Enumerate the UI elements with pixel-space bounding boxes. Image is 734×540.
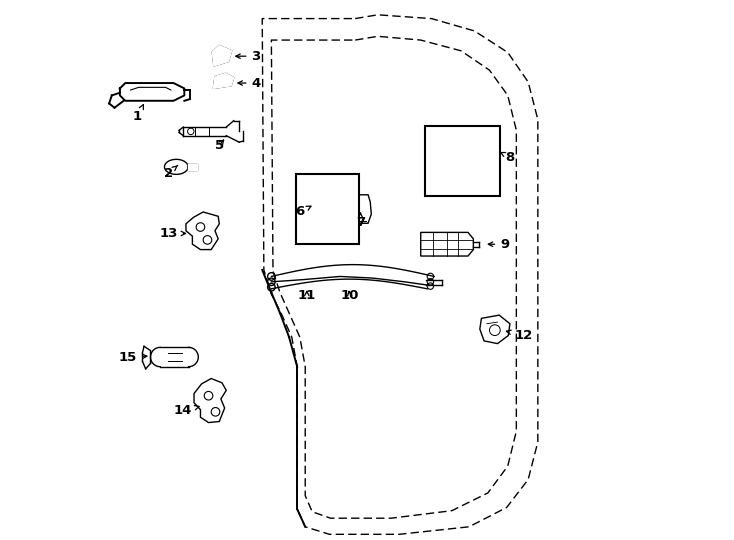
Text: 1: 1 bbox=[133, 105, 143, 124]
Text: 8: 8 bbox=[500, 151, 515, 164]
Text: 12: 12 bbox=[506, 329, 533, 342]
Text: 6: 6 bbox=[295, 206, 311, 219]
Text: 7: 7 bbox=[356, 213, 365, 229]
Text: 11: 11 bbox=[298, 289, 316, 302]
Bar bbox=[296, 174, 359, 244]
Text: 5: 5 bbox=[215, 139, 224, 152]
Text: 2: 2 bbox=[164, 165, 178, 180]
Text: 14: 14 bbox=[174, 404, 199, 417]
Bar bbox=[425, 126, 501, 196]
Polygon shape bbox=[212, 45, 232, 66]
Text: 4: 4 bbox=[238, 77, 261, 90]
Text: 15: 15 bbox=[119, 350, 147, 363]
Text: 10: 10 bbox=[341, 289, 359, 302]
Text: 3: 3 bbox=[236, 50, 261, 63]
Text: 13: 13 bbox=[159, 227, 186, 240]
Polygon shape bbox=[214, 73, 233, 89]
Text: 9: 9 bbox=[488, 238, 509, 251]
